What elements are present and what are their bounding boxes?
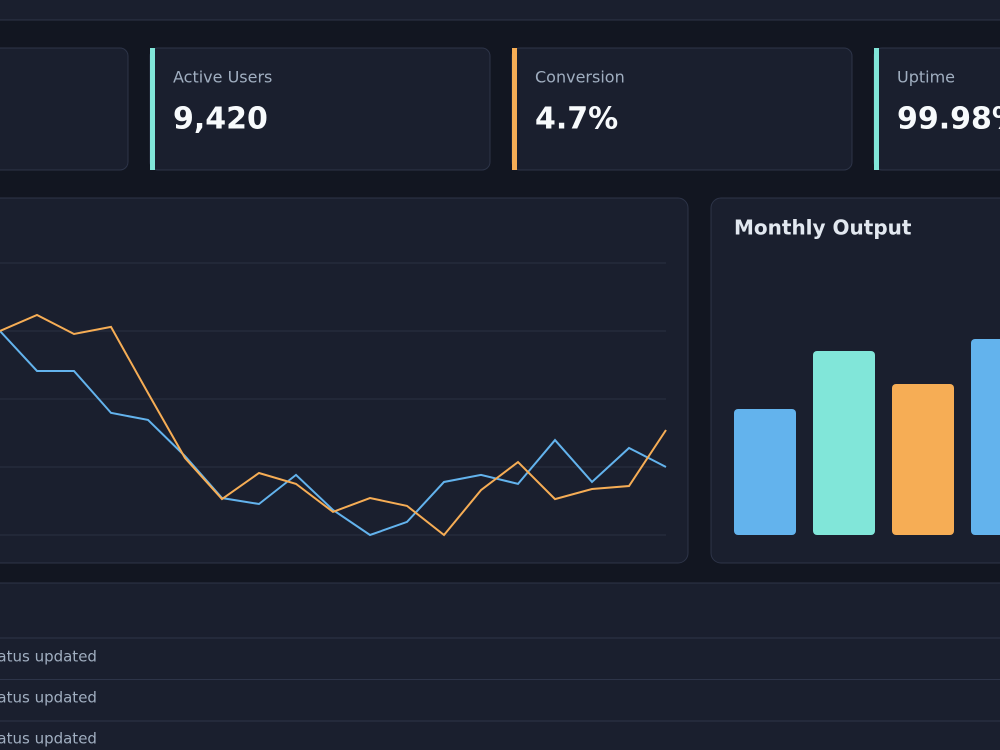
top-bar — [0, 0, 1000, 20]
line-series — [0, 330, 667, 537]
bar — [892, 384, 954, 535]
stat-value: 4.7% — [535, 102, 618, 137]
stat-value: 9,420 — [173, 102, 268, 137]
activity-text: Status updated — [0, 730, 97, 748]
activity-text: Status updated — [0, 689, 97, 707]
activity-text: Status updated — [0, 648, 97, 666]
card-accent — [874, 48, 879, 170]
stat-card — [0, 47, 129, 171]
card-accent — [512, 48, 517, 170]
bar — [971, 339, 1000, 535]
card-accent — [150, 48, 155, 170]
activity-panel — [0, 582, 1000, 750]
stat-label: Conversion — [535, 68, 625, 87]
bar — [813, 351, 875, 535]
bar-chart-title: Monthly Output — [734, 216, 912, 240]
line-series — [0, 313, 667, 537]
stat-label: Active Users — [173, 68, 272, 87]
stat-value: 99.98% — [897, 102, 1000, 137]
stat-label: Uptime — [897, 68, 955, 87]
line-panel — [0, 197, 689, 564]
bar — [734, 409, 796, 535]
